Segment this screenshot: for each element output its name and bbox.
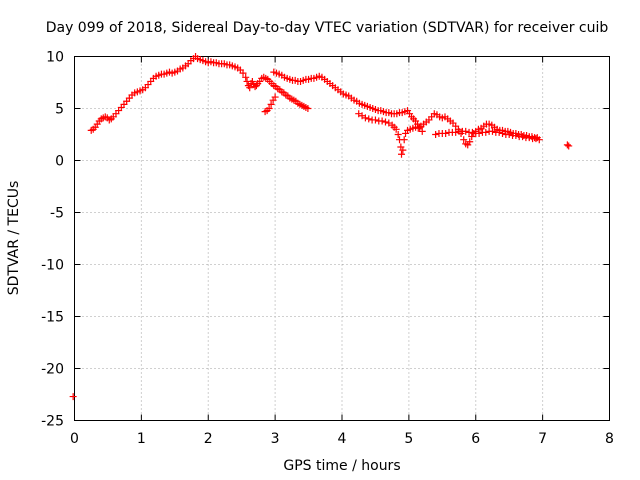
x-tick-label: 2 <box>204 431 213 447</box>
data-point <box>505 131 513 138</box>
data-point <box>239 69 247 77</box>
data-point <box>392 125 400 133</box>
data-point <box>371 116 379 124</box>
data-point <box>495 128 503 136</box>
data-point <box>246 84 254 92</box>
y-tick-labels: -25 -20 -15 -10 -5 0 5 10 <box>41 50 64 430</box>
plot-frame <box>74 56 610 421</box>
y-tick-label: -20 <box>41 362 64 378</box>
data-point <box>488 127 496 135</box>
data-point <box>460 136 468 144</box>
data-point <box>482 128 490 136</box>
x-tick-label: 1 <box>137 431 146 447</box>
data-point <box>242 73 250 81</box>
data-point <box>381 118 389 126</box>
chart-title: Day 099 of 2018, Sidereal Day-to-day VTE… <box>46 20 609 36</box>
y-axis-label: SDTVAR / TECUs <box>6 181 22 296</box>
y-tick-label: -10 <box>41 258 64 274</box>
y-tick-label: -5 <box>50 206 64 222</box>
data-point <box>525 134 533 142</box>
data-point <box>271 93 279 101</box>
data-point <box>398 150 406 158</box>
x-tick-label: 7 <box>538 431 547 447</box>
data-point <box>267 100 275 108</box>
data-point <box>512 132 520 140</box>
data-point <box>248 77 256 85</box>
axis-ticks <box>74 56 610 421</box>
data-point <box>535 136 543 144</box>
data-point <box>361 114 369 122</box>
x-tick-label: 4 <box>338 431 347 447</box>
data-point <box>563 141 571 149</box>
x-tick-label: 0 <box>70 431 79 447</box>
data-point <box>499 129 506 137</box>
data-point <box>265 105 273 112</box>
data-point <box>462 127 470 135</box>
x-axis-label: GPS time / hours <box>283 458 400 474</box>
grid-lines <box>74 56 610 421</box>
data-point <box>394 131 402 138</box>
x-tick-label: 5 <box>404 431 413 447</box>
data-series-sdtvar <box>69 53 573 401</box>
y-tick-label: 5 <box>55 102 64 118</box>
data-point <box>400 136 408 144</box>
y-tick-label: -25 <box>41 414 64 430</box>
data-point <box>452 128 460 136</box>
data-point <box>565 142 573 150</box>
x-tick-labels: 0 1 2 3 4 5 6 7 8 <box>70 431 614 447</box>
data-point <box>442 129 450 137</box>
data-point <box>466 138 474 146</box>
data-point <box>69 393 77 401</box>
data-point <box>399 146 407 154</box>
data-point <box>468 128 476 136</box>
data-point <box>304 105 312 112</box>
data-point <box>532 135 540 143</box>
y-tick-label: -15 <box>41 310 64 326</box>
data-point <box>378 117 386 125</box>
y-tick-label: 10 <box>46 50 64 66</box>
data-point <box>519 133 527 141</box>
x-tick-label: 3 <box>271 431 280 447</box>
y-tick-label: 0 <box>55 154 64 170</box>
data-point <box>475 129 483 137</box>
data-point <box>432 131 440 138</box>
x-tick-label: 6 <box>471 431 480 447</box>
data-point <box>418 127 426 135</box>
x-tick-label: 8 <box>605 431 614 447</box>
data-point <box>365 115 373 123</box>
